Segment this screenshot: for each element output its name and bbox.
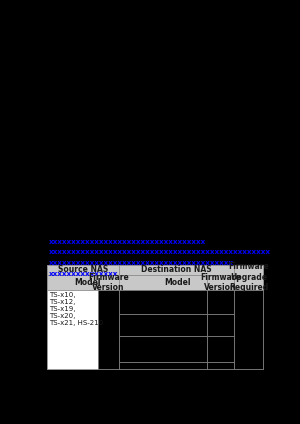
- Bar: [47, 290, 98, 369]
- Text: xxxxxxxxxxxxxxx: xxxxxxxxxxxxxxx: [49, 271, 118, 277]
- Bar: [207, 362, 234, 369]
- Bar: [119, 290, 207, 314]
- Bar: [207, 314, 234, 336]
- Bar: [98, 290, 119, 369]
- Bar: [119, 314, 207, 336]
- Bar: [47, 265, 119, 275]
- Text: xxxxxxxxxxxxxxxxxxxxxxxxxxxxxxxxxxxxxxxxxxxxxxxx: xxxxxxxxxxxxxxxxxxxxxxxxxxxxxxxxxxxxxxxx…: [49, 249, 271, 255]
- Text: TS-x10,
TS-x12,
TS-x19,
TS-x20,
TS-x21, HS-210: TS-x10, TS-x12, TS-x19, TS-x20, TS-x21, …: [49, 293, 103, 326]
- Bar: [47, 275, 98, 290]
- Bar: [119, 336, 207, 362]
- Bar: [47, 265, 263, 369]
- Bar: [234, 290, 263, 369]
- Text: xxxxxxxxxxxxxxxxxxxxxxxxxxxxxxxxxx: xxxxxxxxxxxxxxxxxxxxxxxxxxxxxxxxxx: [49, 239, 206, 245]
- Text: Model: Model: [165, 278, 191, 287]
- Bar: [98, 275, 119, 290]
- Bar: [119, 362, 207, 369]
- Text: Destination NAS: Destination NAS: [141, 265, 212, 274]
- Text: Firmware
Version: Firmware Version: [88, 273, 129, 292]
- Text: Firmware
Version: Firmware Version: [200, 273, 241, 292]
- Bar: [119, 275, 207, 290]
- Text: xxxxxxxxxxxxxxxxxxxxxxxxxxxxxxxxxxxxxxxx: xxxxxxxxxxxxxxxxxxxxxxxxxxxxxxxxxxxxxxxx: [49, 260, 234, 266]
- Bar: [119, 265, 234, 275]
- Bar: [207, 275, 234, 290]
- Bar: [207, 336, 234, 362]
- Bar: [207, 290, 234, 314]
- Bar: [234, 265, 263, 290]
- Text: Model: Model: [74, 278, 101, 287]
- Text: Source NAS: Source NAS: [58, 265, 108, 274]
- Text: Firmware
Upgrade
Required: Firmware Upgrade Required: [228, 262, 269, 292]
